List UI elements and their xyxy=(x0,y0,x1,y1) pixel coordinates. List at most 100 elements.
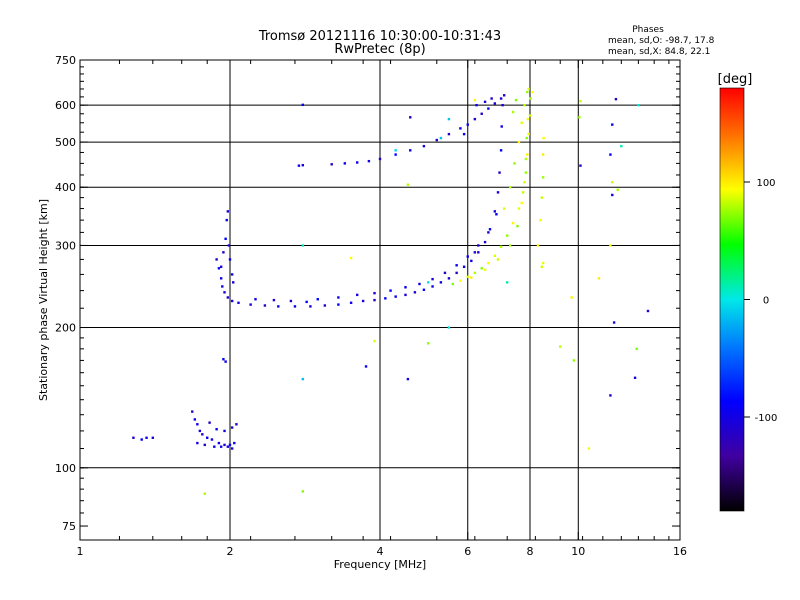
scatter-point xyxy=(609,244,612,247)
scatter-point xyxy=(611,181,614,184)
scatter-point xyxy=(475,103,478,107)
scatter-point xyxy=(527,87,530,91)
scatter-point xyxy=(233,441,236,445)
scatter-point xyxy=(477,251,480,254)
scatter-point xyxy=(203,443,206,447)
scatter-point xyxy=(439,281,443,284)
scatter-point xyxy=(493,254,497,258)
scatter-point xyxy=(222,251,225,254)
scatter-point xyxy=(496,258,500,261)
scatter-point xyxy=(447,326,451,329)
scatter-point xyxy=(228,443,232,447)
scatter-point xyxy=(495,213,498,216)
scatter-point xyxy=(196,423,199,426)
scatter-point xyxy=(517,207,521,210)
scatter-point xyxy=(404,286,407,289)
scatter-point xyxy=(462,265,466,268)
scatter-point xyxy=(301,244,305,247)
scatter-point xyxy=(483,240,487,244)
scatter-point xyxy=(439,136,443,140)
scatter-point xyxy=(203,492,206,495)
scatter-point xyxy=(477,244,480,247)
scatter-point xyxy=(511,110,515,114)
scatter-point xyxy=(205,436,209,439)
scatter-point xyxy=(455,264,458,267)
scatter-point xyxy=(637,103,640,107)
scatter-point xyxy=(431,277,434,281)
scatter-point xyxy=(191,410,194,413)
scatter-point xyxy=(301,490,305,493)
scatter-point xyxy=(501,103,504,107)
scatter-point xyxy=(541,153,545,156)
grid-lines xyxy=(80,60,680,540)
scatter-point xyxy=(516,224,519,228)
scatter-point xyxy=(228,258,232,261)
scatter-point xyxy=(413,291,417,294)
scatter-point xyxy=(447,277,451,280)
scatter-point xyxy=(466,275,469,278)
scatter-point xyxy=(523,103,526,107)
scatter-point xyxy=(230,299,234,303)
colorbar-tick-label: 0 xyxy=(763,296,769,307)
scatter-point xyxy=(140,438,143,441)
scatter-point xyxy=(227,244,231,247)
scatter-point xyxy=(493,210,497,213)
scatter-point xyxy=(297,164,301,167)
scatter-point xyxy=(514,98,518,102)
scatter-point xyxy=(488,228,492,231)
scatter-point xyxy=(145,436,148,439)
scatter-point xyxy=(520,121,523,124)
colorbar-tick-label: -100 xyxy=(755,413,778,424)
scatter-point xyxy=(508,186,512,189)
scatter-point xyxy=(132,436,135,439)
scatter-point xyxy=(524,171,528,174)
scatter-point xyxy=(198,429,202,433)
y-tick-label: 600 xyxy=(55,99,76,112)
scatter-point xyxy=(459,279,462,282)
y-tick-label: 500 xyxy=(55,136,76,149)
scatter-point xyxy=(609,153,612,156)
scatter-point xyxy=(487,231,490,234)
scatter-point xyxy=(151,436,155,439)
scatter-point xyxy=(597,277,601,280)
scatter-point xyxy=(459,127,462,130)
scatter-point xyxy=(499,149,503,152)
scatter-point xyxy=(520,201,523,205)
scatter-point xyxy=(221,285,224,288)
scatter-point xyxy=(201,433,204,436)
scatter-point xyxy=(316,298,319,301)
scatter-point xyxy=(526,153,529,156)
scatter-point xyxy=(483,268,487,271)
scatter-point xyxy=(620,144,623,148)
scatter-point xyxy=(541,176,545,179)
scatter-point xyxy=(226,296,230,299)
y-tick-label: 750 xyxy=(55,54,76,67)
scatter-point xyxy=(323,304,327,307)
x-tick-label: 1 xyxy=(77,545,84,558)
scatter-point xyxy=(367,159,371,163)
y-tick-label: 200 xyxy=(55,322,76,335)
scatter-point xyxy=(528,114,532,117)
scatter-point xyxy=(541,261,545,265)
scatter-point xyxy=(373,339,376,343)
scatter-point xyxy=(447,132,451,136)
scatter-point xyxy=(517,140,521,144)
data-points xyxy=(132,87,650,495)
scatter-point xyxy=(529,97,532,100)
scatter-point xyxy=(526,90,529,94)
scatter-point xyxy=(502,207,506,210)
scatter-point xyxy=(301,377,305,381)
scatter-point xyxy=(230,426,234,429)
scatter-point xyxy=(418,282,421,286)
scatter-point xyxy=(572,359,576,362)
scatter-point xyxy=(223,429,226,433)
scatter-point xyxy=(499,245,503,249)
scatter-point xyxy=(230,447,234,450)
chart-subtitle: RwPretec (8p) xyxy=(334,42,425,57)
scatter-point xyxy=(542,136,545,140)
scatter-point xyxy=(384,297,387,300)
scatter-point xyxy=(635,347,638,351)
chart-title: Tromsø 20121116 10:30:00-10:31:43 xyxy=(258,29,501,44)
y-tick-label: 300 xyxy=(55,239,76,252)
